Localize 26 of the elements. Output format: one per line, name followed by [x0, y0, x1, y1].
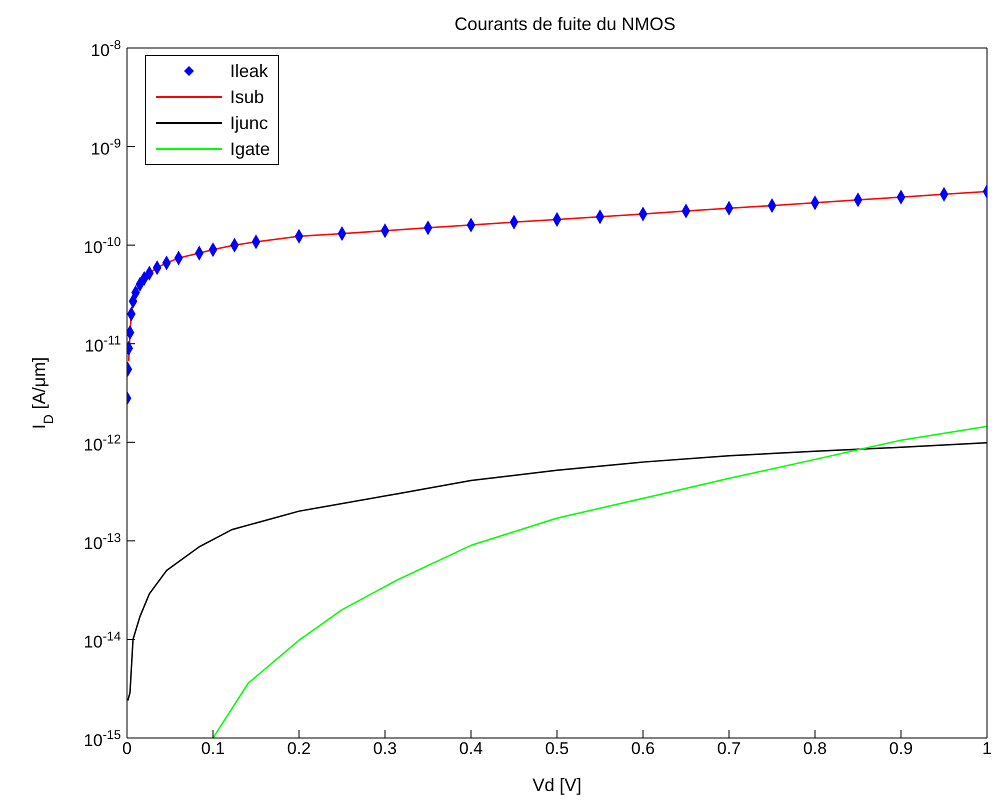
- y-tick-label: 10$^{-8}$: [90, 36, 121, 60]
- x-tick-label: 0.9: [889, 739, 913, 758]
- y-tick-label: 10$^{-15}$: [84, 726, 121, 750]
- x-tick-label: 0.8: [803, 739, 827, 758]
- x-axis-title: Vd [V]: [532, 775, 582, 795]
- x-tick-label: 0: [122, 739, 132, 758]
- x-tick-label: 0.5: [545, 739, 569, 758]
- legend-label: Igate: [230, 138, 270, 161]
- y-tick-label: 10$^{-14}$: [84, 628, 121, 652]
- y-tick-label: 10$^{-10}$: [84, 234, 121, 258]
- legend-label: Ileak: [230, 60, 268, 83]
- x-tick-label: 0.4: [459, 739, 483, 758]
- x-tick-label: 0.1: [201, 739, 225, 758]
- y-tick-label: 10$^{-11}$: [84, 332, 121, 356]
- x-tick-label: 0.6: [631, 739, 655, 758]
- x-tick-label: 0.7: [717, 739, 741, 758]
- chart-title: Courants de fuite du NMOS: [453, 14, 677, 35]
- x-tick-label: 0.2: [287, 739, 311, 758]
- legend-label: Isub: [230, 86, 264, 109]
- x-tick-label: 1: [982, 739, 992, 758]
- y-tick-label: 10$^{-12}$: [84, 430, 121, 454]
- x-tick-label: 0.3: [373, 739, 397, 758]
- y-tick-label: 10$^{-9}$: [90, 135, 121, 159]
- y-tick-label: 10$^{-13}$: [84, 529, 121, 553]
- line-series: [212, 426, 987, 738]
- legend-label: Ijunc: [230, 112, 268, 135]
